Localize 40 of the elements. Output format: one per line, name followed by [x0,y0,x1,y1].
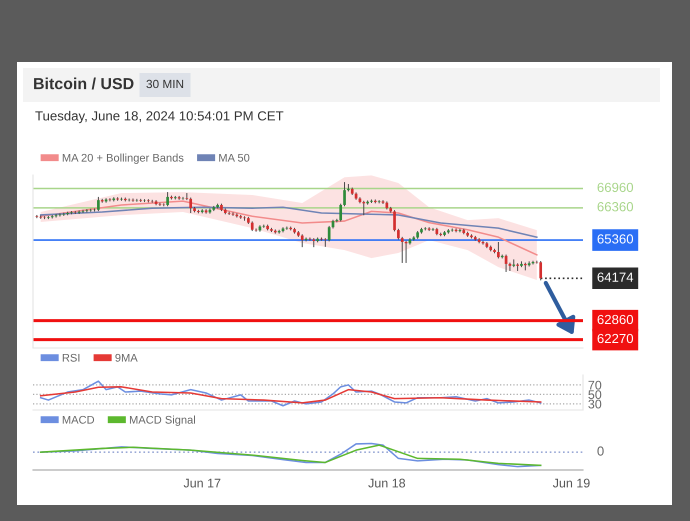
text: 30 MIN [146,80,184,88]
ref-line-label: 64174 [598,272,634,282]
candlestick [328,225,330,242]
ref-line-label: 65360 [598,234,634,244]
candlestick [343,182,346,207]
x-tick-label: Jun 18 [368,478,406,488]
line-series [40,386,542,404]
candlestick [339,203,342,222]
candlestick [143,198,146,203]
x-tick-label: Jun 17 [184,478,220,488]
candlestick [182,196,184,200]
candlestick [362,200,366,216]
candlestick [300,234,304,248]
x-tick-label: Jun 19 [552,478,590,488]
y-tick-label: 30 [588,400,602,409]
candlestick [504,254,508,272]
candlestick [393,210,396,232]
ref-line-label: 62270 [598,334,634,344]
legend-label: MA 20 + Bollinger Bands [62,154,184,164]
candlestick [400,236,404,264]
candlestick [397,228,400,240]
candlestick [97,196,100,212]
text: MACD [62,416,94,424]
y-tick-label: 50 [588,390,602,400]
line-series [40,380,542,407]
candlestick [539,260,542,281]
chart-title: Bitcoin / USD [34,78,134,90]
y-tick-label: 70 [588,380,602,390]
legend-label: RSI [62,354,80,362]
legend-label: 9MA [115,354,138,362]
ref-line-label: 66360 [598,202,634,212]
ref-line-label: 62860 [598,314,634,324]
legend-label: MACD Signal [130,416,195,426]
candlestick [250,220,254,232]
legend-label: MA 50 [219,154,250,162]
ref-line-label: 66960 [598,182,634,192]
ref-line-label: 0 [597,446,604,456]
candlestick [166,192,169,207]
chart-subtitle: Tuesday, June 18, 2024 10:54:01 PM CET [35,110,284,124]
candlestick [404,240,408,264]
